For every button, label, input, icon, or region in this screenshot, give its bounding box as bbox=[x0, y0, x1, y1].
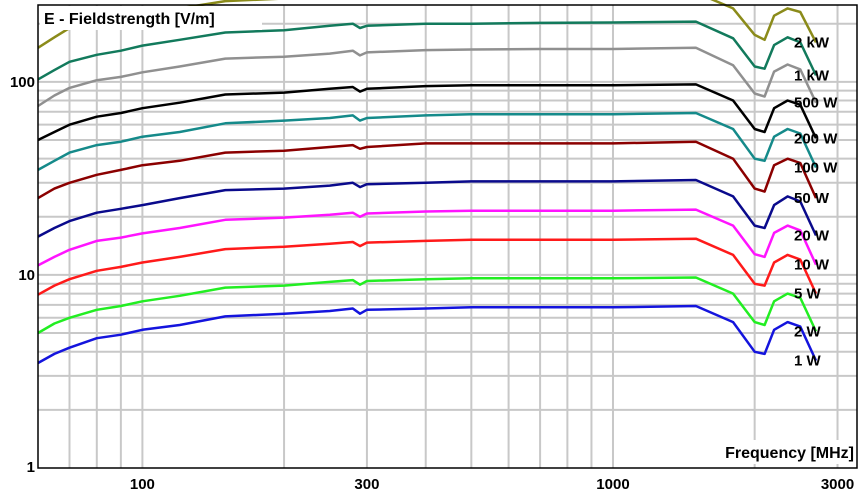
series-line bbox=[37, 178, 818, 238]
xlabel-background bbox=[700, 440, 856, 464]
series-line bbox=[37, 111, 818, 171]
series-line bbox=[37, 46, 818, 108]
series-label: 20 W bbox=[794, 228, 830, 245]
x-axis-label: Frequency [MHz] bbox=[725, 445, 854, 462]
series-line bbox=[37, 208, 818, 267]
series-lines bbox=[37, 0, 818, 365]
series-line bbox=[37, 83, 818, 142]
series-line bbox=[37, 276, 818, 335]
plot-frame bbox=[37, 4, 858, 469]
series-label: 2 W bbox=[794, 323, 822, 340]
series-label: 10 W bbox=[794, 257, 830, 274]
series-label: 100 W bbox=[794, 160, 838, 177]
series-line bbox=[37, 20, 818, 81]
x-tick-label: 3000 bbox=[821, 476, 854, 493]
y-tick-label: 100 bbox=[10, 74, 35, 91]
grid bbox=[38, 5, 857, 468]
series-label: 200 W bbox=[794, 130, 838, 147]
series-label: 50 W bbox=[794, 190, 830, 207]
y-tick-label: 10 bbox=[18, 267, 35, 284]
series-labels: 2 kW 1 kW 500 W 200 W 100 W 50 W 20 W 10 W 5 W 2 … bbox=[794, 34, 838, 369]
y-tick-label: 1 bbox=[27, 459, 35, 476]
series-line bbox=[37, 237, 818, 296]
x-tick-label: 300 bbox=[354, 476, 379, 493]
series-label: 1 kW bbox=[794, 67, 830, 84]
x-tick-label: 1000 bbox=[596, 476, 629, 493]
series-line bbox=[37, 304, 818, 365]
series-label: 1 W bbox=[794, 353, 822, 370]
series-label: 500 W bbox=[794, 95, 838, 112]
tick-labels: 100 300 1000 3000 1 10 100 bbox=[10, 74, 854, 493]
series-label: 5 W bbox=[794, 286, 822, 303]
chart-title: E - Fieldstrength [V/m] bbox=[44, 11, 215, 28]
x-tick-label: 100 bbox=[130, 476, 155, 493]
series-line bbox=[37, 140, 818, 200]
series-label: 2 kW bbox=[794, 34, 830, 51]
title-background bbox=[40, 6, 262, 30]
